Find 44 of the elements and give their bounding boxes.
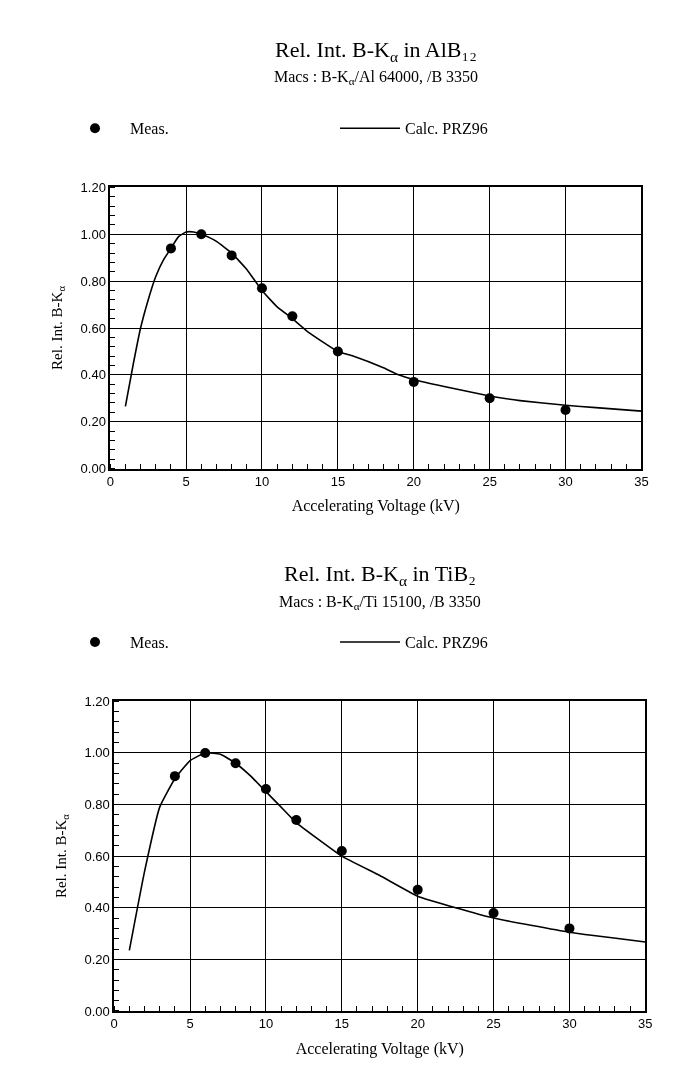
x-axis-title: Accelerating Voltage (kV) — [295, 1039, 464, 1058]
y-tick-label: 0.20 — [84, 951, 110, 967]
y-tick-label: 0.60 — [80, 320, 106, 336]
y-tick-label: 0.40 — [80, 367, 106, 383]
legend-label: Calc. PRZ96 — [405, 120, 488, 138]
point — [488, 907, 499, 918]
x-tick-label: 0 — [110, 1016, 118, 1032]
x-tick-label: 5 — [182, 473, 190, 489]
point — [336, 845, 347, 856]
x-tick-label: 30 — [562, 1016, 577, 1032]
y-tick-label: 1.00 — [80, 226, 106, 242]
y-tick-label: 0.40 — [84, 900, 110, 916]
x-tick-label: 20 — [406, 473, 421, 489]
y-tick-label: 0.20 — [80, 414, 106, 430]
x-tick-label: 15 — [334, 1016, 350, 1032]
x-tick-label: 35 — [634, 473, 649, 489]
x-tick-label: 30 — [558, 473, 573, 489]
chart-title: Rel. Int. B-K$_{α}$ in AlB₁₂ — [275, 37, 477, 65]
y-tick-label: 1.20 — [84, 693, 110, 709]
y-tick-label: 0.00 — [84, 1003, 110, 1019]
point — [412, 884, 423, 895]
chart-title: Rel. Int. B-K$_{α}$ in TiB₂ — [284, 561, 476, 589]
x-axis-title: Accelerating Voltage (kV) — [291, 497, 460, 516]
x-tick-label: 0 — [106, 473, 114, 489]
x-tick-label: 10 — [258, 1016, 274, 1032]
x-tick-label: 15 — [330, 473, 346, 489]
legend-label: Meas. — [130, 120, 169, 138]
x-tick-label: 10 — [254, 473, 270, 489]
legend-label: Calc. PRZ96 — [405, 634, 488, 652]
x-tick-label: 5 — [186, 1016, 194, 1032]
x-tick-label: 25 — [482, 473, 497, 489]
legend-label: Meas. — [130, 634, 169, 652]
y-tick-label: 0.00 — [80, 461, 106, 477]
x-tick-label: 35 — [638, 1016, 653, 1032]
y-tick-label: 1.20 — [80, 180, 106, 196]
y-tick-label: 0.80 — [84, 797, 110, 813]
x-tick-label: 25 — [486, 1016, 501, 1032]
y-tick-label: 0.80 — [80, 273, 106, 289]
chart-subtitle: Macs : B-K$_{α}$/Ti 15100, /B 3350 — [279, 593, 481, 613]
chart-subtitle: Macs : B-K$_{α}$/Al 64000, /B 3350 — [274, 68, 479, 88]
x-tick-label: 20 — [410, 1016, 425, 1032]
y-tick-label: 0.60 — [84, 848, 110, 864]
point — [560, 405, 571, 415]
y-tick-label: 1.00 — [84, 745, 110, 761]
